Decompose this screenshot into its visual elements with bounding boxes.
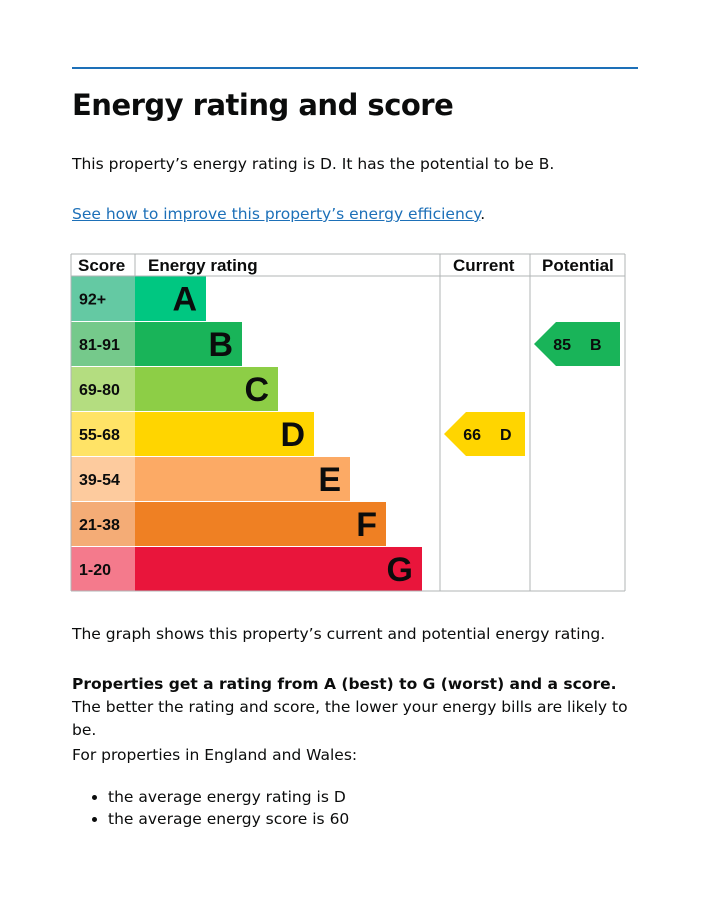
score-cell bbox=[71, 457, 135, 501]
band-letter: B bbox=[208, 326, 233, 364]
link-after: . bbox=[480, 205, 486, 223]
paragraph: For properties in England and Wales: bbox=[72, 746, 358, 764]
column-header: Energy rating bbox=[148, 256, 258, 275]
current-score: 66 bbox=[463, 427, 481, 444]
band-letter: E bbox=[318, 461, 341, 499]
text: The better the rating and score, the low… bbox=[72, 698, 628, 739]
paragraph: The graph shows this property’s current … bbox=[72, 625, 606, 643]
score-cell bbox=[71, 367, 135, 411]
potential-letter: B bbox=[590, 337, 602, 354]
column-header: Score bbox=[78, 256, 125, 275]
potential-score: 85 bbox=[553, 337, 571, 354]
rating-bar bbox=[135, 367, 278, 411]
rating-bar bbox=[135, 322, 242, 366]
bold-text: Properties get a rating from A (best) to… bbox=[72, 675, 617, 693]
band-score: 55-68 bbox=[79, 427, 120, 444]
rating-bar bbox=[135, 547, 422, 591]
band-letter: D bbox=[280, 416, 305, 454]
score-cell bbox=[71, 547, 135, 591]
current-arrow bbox=[444, 412, 525, 456]
band-letter: C bbox=[244, 371, 269, 409]
rating-bar bbox=[135, 502, 386, 546]
band-score: 92+ bbox=[79, 292, 106, 309]
list-item: the average energy score is 60 bbox=[108, 808, 349, 830]
improve-link[interactable]: See how to improve this property’s energ… bbox=[72, 205, 481, 223]
band-score: 81-91 bbox=[79, 337, 120, 354]
column-header: Potential bbox=[542, 256, 614, 275]
section-rule bbox=[72, 67, 638, 69]
current-letter: D bbox=[500, 427, 512, 444]
potential-arrow bbox=[534, 322, 620, 366]
list-item: the average energy rating is D bbox=[108, 786, 349, 808]
band-score: 69-80 bbox=[79, 382, 120, 399]
paragraph: Properties get a rating from A (best) to… bbox=[72, 673, 632, 742]
score-cell bbox=[71, 322, 135, 366]
band-letter: G bbox=[387, 551, 413, 589]
score-cell bbox=[71, 412, 135, 456]
heading: Energy rating and score bbox=[72, 88, 454, 122]
link-line: See how to improve this property’s energ… bbox=[72, 203, 632, 226]
band-letter: A bbox=[172, 281, 197, 319]
column-header: Current bbox=[453, 256, 515, 275]
rating-bar bbox=[135, 457, 350, 501]
band-score: 1-20 bbox=[79, 562, 111, 579]
score-cell bbox=[71, 276, 135, 321]
rating-bar bbox=[135, 412, 314, 456]
score-cell bbox=[71, 502, 135, 546]
rating-bar bbox=[135, 276, 206, 321]
list: the average energy rating is D the avera… bbox=[72, 786, 349, 830]
band-score: 39-54 bbox=[79, 472, 120, 489]
intro: This property’s energy rating is D. It h… bbox=[72, 155, 555, 173]
band-score: 21-38 bbox=[79, 517, 120, 534]
band-letter: F bbox=[356, 506, 377, 544]
